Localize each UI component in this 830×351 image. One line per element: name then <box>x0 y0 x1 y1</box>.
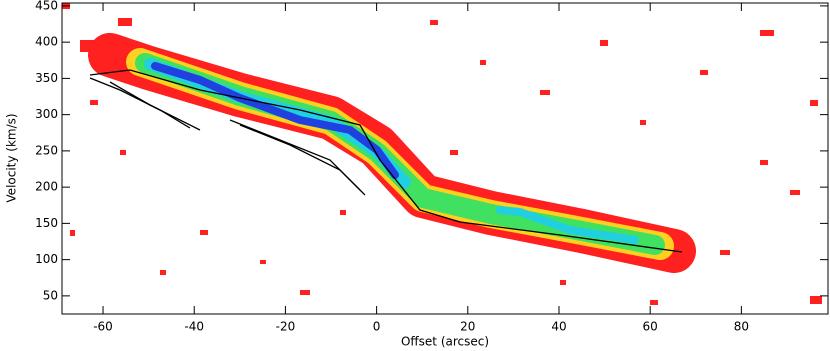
x-tick-label: 60 <box>643 320 658 334</box>
x-tick-label: 80 <box>734 320 749 334</box>
y-tick-label: 300 <box>35 107 58 121</box>
y-tick-label: 450 <box>35 0 58 12</box>
x-axis-label: Offset (arcsec) <box>401 335 489 349</box>
x-tick-label: -20 <box>276 320 296 334</box>
noise <box>62 3 822 305</box>
emission-map <box>62 3 822 305</box>
x-tick-label: 0 <box>373 320 381 334</box>
y-tick-label: 350 <box>35 71 58 85</box>
plot-frame <box>61 2 829 315</box>
y-axis-label: Velocity (km/s) <box>5 113 19 202</box>
x-tick-label: 20 <box>460 320 475 334</box>
x-tick-label: -40 <box>184 320 204 334</box>
y-tick-label: 200 <box>35 180 58 194</box>
y-tick-label: 400 <box>35 35 58 49</box>
y-tick-label: 50 <box>43 288 58 302</box>
x-tick-label: -60 <box>93 320 113 334</box>
y-tick-label: 250 <box>35 143 58 157</box>
y-tick-label: 150 <box>35 216 58 230</box>
x-tick-label: 40 <box>551 320 566 334</box>
y-tick-label: 100 <box>35 252 58 266</box>
